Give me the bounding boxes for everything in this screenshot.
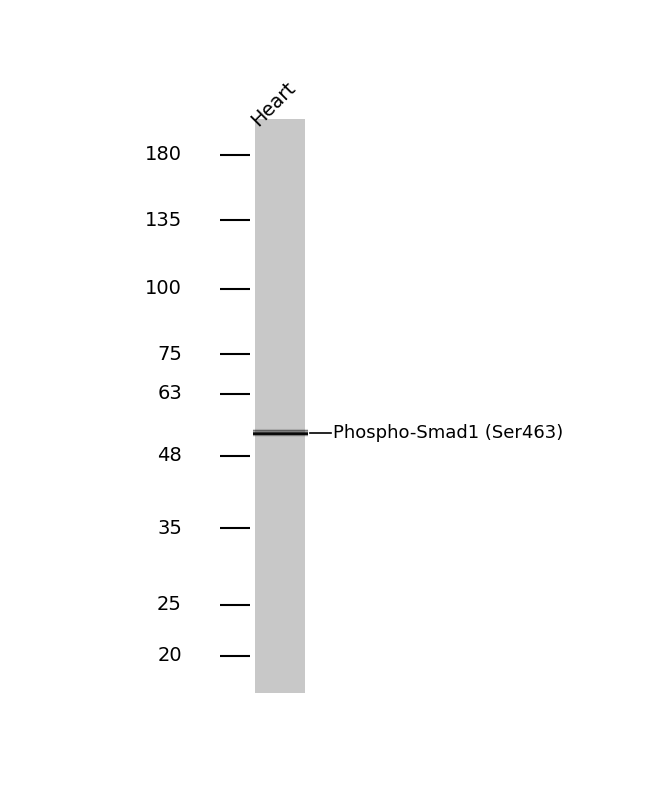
Bar [255, 120, 306, 693]
Text: 75: 75 [157, 345, 182, 364]
Text: 180: 180 [145, 145, 182, 164]
Text: 100: 100 [145, 279, 182, 298]
Text: 48: 48 [157, 447, 182, 466]
Text: Heart: Heart [248, 78, 300, 129]
Text: 35: 35 [157, 519, 182, 538]
Text: 135: 135 [145, 211, 182, 230]
Text: 25: 25 [157, 596, 182, 615]
Text: 63: 63 [157, 384, 182, 403]
Text: 20: 20 [157, 646, 182, 665]
Text: Phospho-Smad1 (Ser463): Phospho-Smad1 (Ser463) [333, 425, 564, 443]
